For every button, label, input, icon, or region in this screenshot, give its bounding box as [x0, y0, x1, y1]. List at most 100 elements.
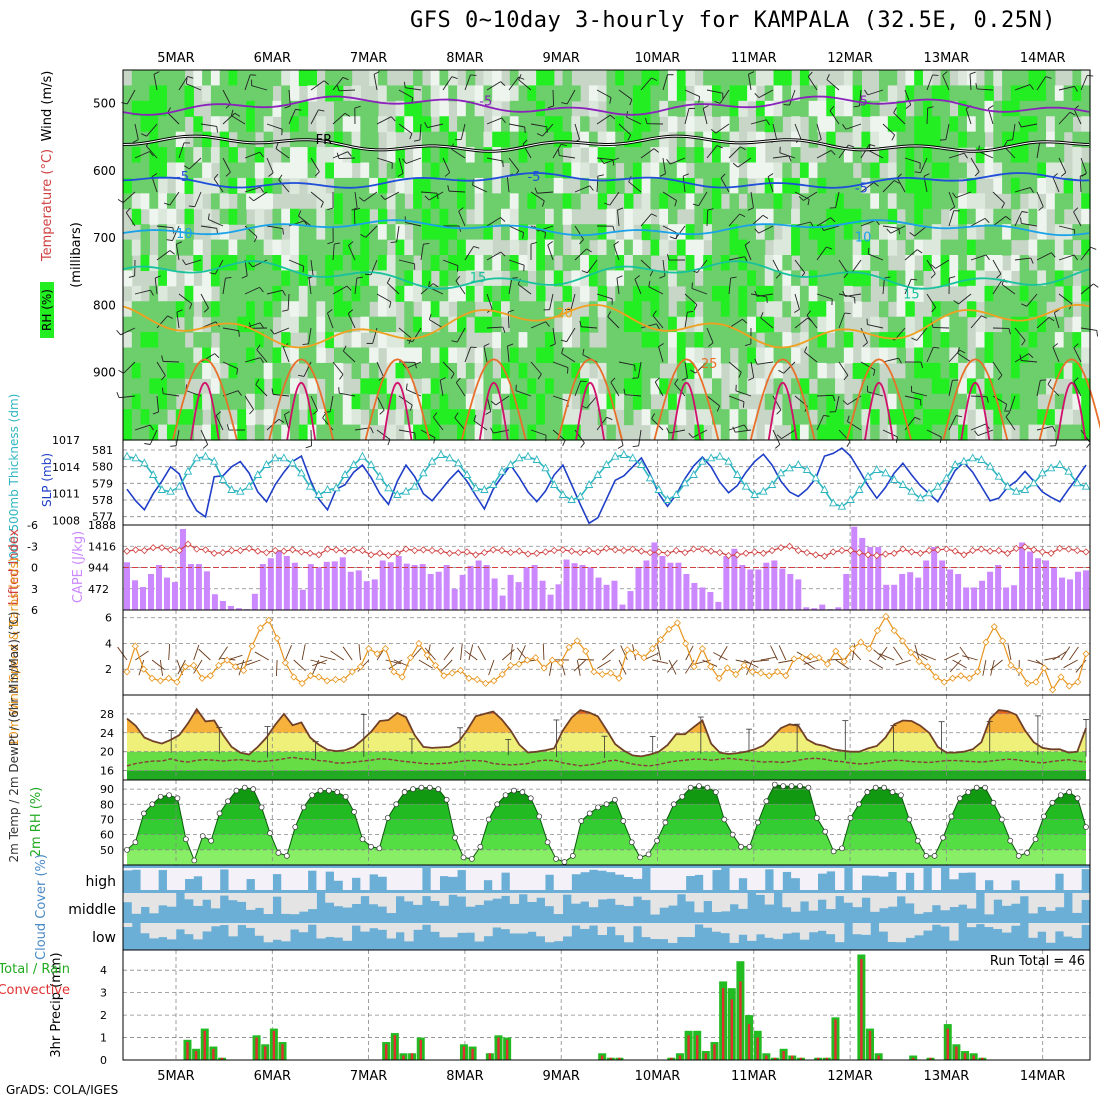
rh-cell: [984, 70, 994, 87]
cloud-gap: [931, 923, 942, 925]
rh-cell: [676, 224, 687, 241]
rh-cell: [413, 70, 423, 87]
lifted-index-point: [245, 544, 253, 552]
cloud-gap: [333, 923, 344, 938]
wind-barb: [867, 89, 884, 96]
rh-cell: [843, 116, 854, 133]
wind-barb: [1029, 84, 1034, 90]
rh-cell: [966, 100, 977, 117]
contour-30: [767, 381, 798, 441]
precip-convective-bar: [393, 1035, 397, 1060]
wind-barb-10m: [1068, 646, 1079, 661]
rh-cell: [799, 162, 810, 179]
rh-cell: [193, 162, 203, 179]
rh-cell: [852, 224, 863, 241]
rh-cell: [430, 224, 441, 241]
wind-barb-10m: [802, 659, 816, 670]
wind-barb: [552, 89, 555, 107]
wind-barb-10m: [803, 659, 820, 665]
rh-cell: [1010, 362, 1021, 379]
wind-barb: [914, 171, 921, 174]
cloud-gap: [641, 923, 651, 938]
rh-point: [300, 804, 307, 811]
rh-cell: [747, 70, 757, 87]
rh-cell: [131, 424, 142, 441]
wind-barb: [587, 259, 598, 274]
contour-label: -5: [855, 95, 868, 110]
rh-cell: [219, 239, 230, 256]
rh-cell: [544, 116, 555, 133]
rh-cell: [1054, 239, 1065, 256]
rh-cell: [791, 147, 801, 164]
lifted-index-point: [210, 549, 218, 557]
wind-barb: [432, 412, 438, 418]
rh-cell: [632, 285, 643, 302]
rh-cell: [711, 270, 722, 287]
wind-barb: [402, 363, 407, 369]
cloud-gap: [395, 868, 405, 890]
rh-cell: [958, 208, 968, 225]
rh-cell: [896, 100, 906, 117]
wind-speed-point: [932, 673, 940, 681]
wind-barb: [200, 123, 217, 127]
rh-cell: [246, 409, 256, 426]
rh-cell: [879, 193, 889, 210]
precip-convective-bar: [505, 1039, 509, 1060]
rh-cell: [729, 285, 739, 302]
cloud-gap: [650, 893, 660, 915]
rh-cell: [272, 100, 282, 117]
rh-cell: [536, 301, 546, 318]
rh-cell: [439, 70, 449, 87]
rh-cell: [316, 362, 326, 379]
wind-barb: [728, 361, 742, 373]
cloud-gap: [562, 893, 572, 895]
thickness-tick-label: 578: [92, 494, 113, 507]
rh-cell: [1081, 100, 1091, 117]
rh-cell: [571, 424, 581, 441]
rh-cell: [993, 116, 1003, 133]
wind-barb: [690, 369, 696, 374]
thickness-point: [985, 461, 995, 470]
cloud-gap: [826, 868, 836, 872]
wind-barb: [530, 241, 537, 245]
rh-cell: [562, 255, 572, 272]
rh-cell: [685, 147, 696, 164]
rh-cell: [413, 208, 423, 225]
thickness-point: [506, 460, 515, 468]
rh-cell: [360, 193, 370, 210]
wind-barb: [1014, 84, 1031, 91]
wind-barb: [838, 144, 849, 159]
rh-cell: [852, 255, 863, 272]
wind-barb: [804, 346, 808, 353]
wind-barb: [542, 200, 545, 207]
thickness-point: [497, 466, 507, 475]
rh-cell: [342, 255, 353, 272]
rh-cell: [166, 424, 177, 441]
rh-cell: [1081, 409, 1091, 426]
rh-cell: [580, 224, 590, 241]
wind-barb: [405, 157, 422, 164]
cloud-gap: [457, 923, 467, 933]
wind-barb: [1073, 207, 1079, 213]
cape-bar: [891, 584, 898, 610]
thickness-point: [1046, 463, 1056, 472]
lifted-index-point: [533, 549, 541, 557]
rh-cell: [333, 239, 344, 256]
rh-cell: [914, 85, 924, 102]
cape-bar: [851, 526, 858, 610]
rh-cell: [386, 224, 397, 241]
wind-barb: [898, 357, 902, 364]
cape-bar: [1075, 571, 1082, 610]
lifted-index-point: [568, 547, 576, 555]
rh-cell: [166, 224, 177, 241]
cloud-gap: [940, 893, 950, 911]
rh-cell: [386, 270, 397, 287]
rh-cell: [123, 239, 133, 256]
wind-barb: [348, 241, 354, 246]
wind-barb: [398, 395, 413, 406]
rh-cell: [413, 347, 423, 364]
wind-barb: [628, 181, 642, 193]
thickness-point: [689, 470, 698, 478]
rh-cell: [457, 147, 467, 164]
rh-cell: [1028, 285, 1038, 302]
